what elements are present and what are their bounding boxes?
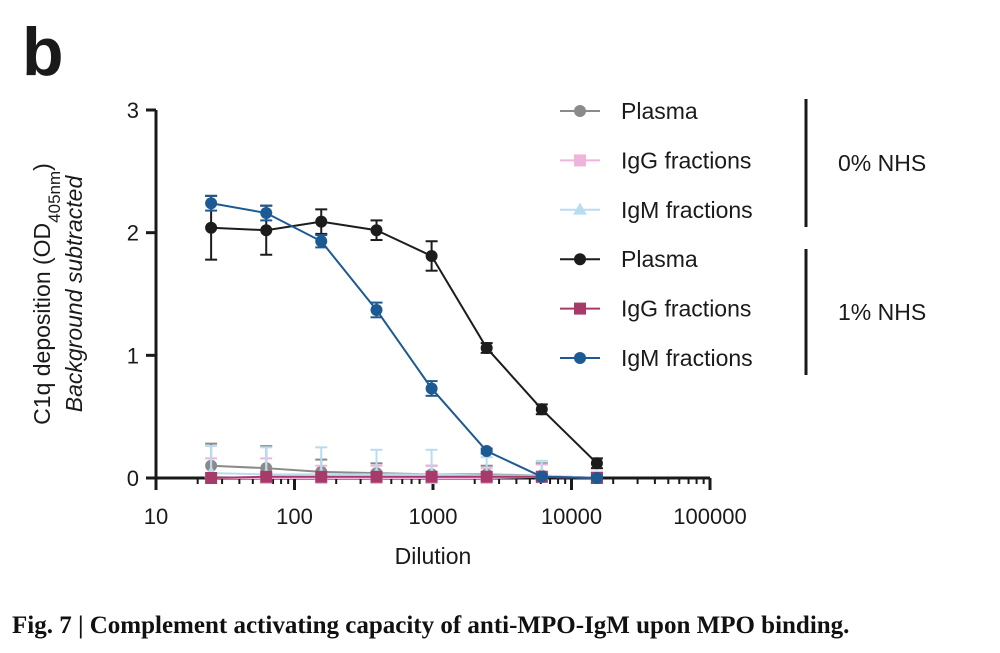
data-point (535, 470, 548, 483)
data-point (260, 207, 273, 220)
y-tick-label-0: 0 (127, 466, 139, 491)
data-point (370, 470, 383, 483)
legend-marker (573, 202, 587, 215)
legend-group-label-0: 0% NHS (838, 150, 926, 176)
data-point (315, 215, 328, 228)
data-point (480, 470, 493, 483)
y-tick-label-3: 3 (127, 98, 139, 123)
legend-marker (574, 105, 586, 117)
data-point (480, 341, 493, 354)
figure-caption: Fig. 7 | Complement activating capacity … (12, 612, 850, 639)
data-point (535, 403, 548, 416)
y-axis-title-subscript: 405nm (45, 171, 64, 223)
x-axis-title: Dilution (395, 543, 472, 569)
x-tick-label-4: 100000 (673, 504, 746, 529)
data-point (425, 382, 438, 395)
legend-marker (574, 302, 586, 315)
x-tick-label-1: 100 (276, 504, 313, 529)
y-axis-title: C1q deposition (OD405nm) Background subt… (29, 163, 87, 425)
y-tick-label-2: 2 (127, 221, 139, 246)
data-point (260, 470, 273, 483)
data-point (315, 235, 328, 248)
legend-item-1: IgG fractions (560, 147, 751, 173)
legend-marker (574, 154, 586, 167)
legend-marker (574, 253, 586, 266)
series-layer (204, 194, 604, 484)
data-point (205, 472, 218, 484)
x-tick-label-2: 1000 (409, 504, 458, 529)
legend-group-label-1: 1% NHS (838, 299, 926, 325)
legend-label-2: IgM fractions (621, 197, 753, 223)
legend-item-5: IgM fractions (560, 345, 753, 371)
data-point (590, 472, 603, 484)
data-point (590, 457, 603, 470)
series-line-4 (211, 475, 597, 479)
data-point (205, 221, 218, 234)
legend-label-1: IgG fractions (621, 147, 751, 173)
legend-item-0: Plasma (560, 98, 698, 124)
data-point (260, 224, 273, 237)
legend-label-0: Plasma (621, 98, 698, 124)
series-3 (205, 194, 603, 470)
data-point (315, 470, 328, 483)
y-axis-title-line1: C1q deposition (OD405nm) (29, 163, 64, 425)
legend-label-4: IgG fractions (621, 296, 751, 322)
legend-item-4: IgG fractions (560, 296, 751, 322)
data-point (425, 249, 438, 262)
legend-item-2: IgM fractions (560, 197, 753, 223)
y-axis-title-line2: Background subtracted (61, 175, 87, 413)
legend-label-5: IgM fractions (621, 345, 753, 371)
series-line-2 (211, 472, 597, 479)
series-line-5 (210, 202, 597, 479)
data-point (480, 445, 493, 458)
legend-label-3: Plasma (621, 246, 698, 272)
y-tick-label-1: 1 (127, 343, 139, 368)
data-point (370, 224, 383, 237)
chart: 0 1 2 3 10 100 1000 10000 100000 Dilution C1q de… (29, 98, 926, 569)
legend-marker (574, 352, 586, 364)
data-point (205, 197, 218, 210)
data-point (370, 303, 383, 316)
data-point (425, 470, 438, 483)
x-tick-label-0: 10 (144, 504, 168, 529)
legend: Plasma IgG fractions IgM fractions Plasma Ig… (560, 98, 926, 375)
legend-item-3: Plasma (560, 246, 698, 272)
panel-letter: b (22, 14, 64, 90)
x-tick-label-3: 10000 (541, 504, 602, 529)
series-5 (205, 194, 603, 484)
series-line-3 (211, 220, 598, 464)
